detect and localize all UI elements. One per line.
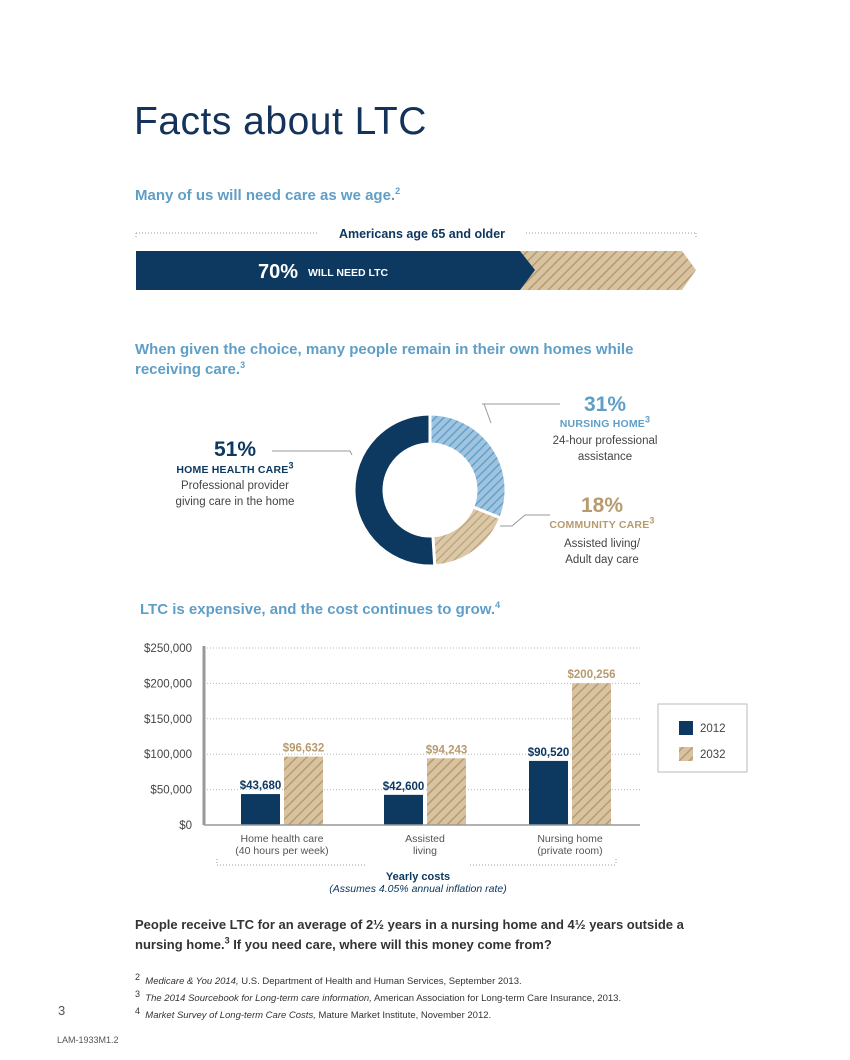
home-health-percent: 51% (213, 438, 257, 461)
legend-swatch-2012 (679, 721, 693, 735)
percent-value: 70% (258, 261, 298, 283)
nursing-leader (482, 403, 492, 424)
closing-line-2: nursing home.3 If you need care, where w… (135, 935, 552, 952)
document-code: LAM-1933M1.2 (57, 1035, 119, 1045)
x-tick-label: living (413, 845, 437, 857)
x-tick-label: (private room) (537, 845, 602, 857)
home-health-label: 51% HOME HEALTH CARE3 Professional provi… (160, 438, 310, 510)
home-health-slice (352, 412, 437, 568)
section1-heading: Many of us will need care as we age.2 (135, 186, 401, 205)
community-percent: 18% (580, 494, 624, 517)
closing-paragraph: People receive LTC for an average of 2½ … (135, 915, 735, 955)
bar-value-label: $90,520 (528, 747, 570, 759)
community-leader (500, 514, 550, 527)
community-name: COMMUNITY CARE3 (549, 515, 655, 531)
home-health-desc-1: Professional provider (180, 480, 290, 492)
bar-value-label: $94,243 (426, 744, 468, 756)
bar-2012-2 (529, 760, 568, 825)
y-tick-label: $250,000 (144, 643, 192, 655)
home-health-leader (272, 450, 353, 456)
legend-label-2012: 2012 (700, 723, 726, 735)
community-care-label: 18% COMMUNITY CARE3 Assisted living/ Adu… (527, 494, 677, 568)
footnote-3: 3 The 2014 Sourcebook for Long-term care… (135, 988, 622, 1004)
nursing-home-desc-1: 24-hour professional (552, 435, 658, 447)
x-tick-label: (40 hours per week) (235, 845, 328, 857)
closing-line-1: People receive LTC for an average of 2½ … (135, 917, 684, 932)
remaining-bar (510, 251, 696, 290)
page-number: 3 (58, 1003, 66, 1018)
legend-swatch-2032 (679, 747, 693, 761)
community-desc-2: Adult day care (565, 554, 639, 566)
home-health-name: HOME HEALTH CARE3 (176, 460, 294, 476)
x-tick-label: Home health care (241, 833, 324, 845)
legend (657, 703, 748, 773)
care-donut-chart (272, 403, 560, 568)
percent-label: WILL NEED LTC (308, 267, 389, 279)
page-title: Facts about LTC (134, 100, 427, 143)
x-tick-label: Assisted (405, 833, 445, 845)
section3-heading: LTC is expensive, and the cost continues… (140, 600, 501, 619)
nursing-home-name: NURSING HOME3 (559, 414, 651, 430)
bar-value-label: $96,632 (283, 743, 325, 755)
x-tick-label: Nursing home (537, 833, 603, 845)
community-desc-1: Assisted living/ (563, 538, 641, 550)
ltc-need-bar: Americans age 65 and older 70% WILL NEED… (135, 227, 697, 290)
x-axis-note: (Assumes 4.05% annual inflation rate) (329, 883, 506, 895)
cost-bar-chart: $0 $50,000 $100,000 $150,000 $200,000 $250,00… (144, 643, 748, 895)
nursing-home-label: 31% NURSING HOME3 24-hour professional a… (530, 393, 680, 465)
home-health-desc-2: giving care in the home (175, 496, 295, 508)
footnotes: 2 Medicare & You 2014, U.S. Department o… (135, 971, 755, 1023)
y-tick-label: $50,000 (150, 785, 192, 797)
bar-value-label: $42,600 (383, 781, 425, 793)
bar-value-label: $43,680 (240, 780, 282, 792)
nursing-home-percent: 31% (583, 393, 627, 416)
footnote-4: 4 Market Survey of Long-term Care Costs,… (135, 1005, 492, 1021)
y-tick-label: $0 (179, 820, 192, 832)
section2-heading: When given the choice, many people remai… (135, 341, 634, 378)
y-tick-label: $100,000 (144, 749, 192, 761)
bar-caption: Americans age 65 and older (339, 227, 505, 241)
community-care-slice (431, 504, 503, 568)
bar-2012-1 (384, 794, 423, 825)
nursing-home-slice (428, 412, 508, 520)
bar-2012-0 (241, 794, 280, 825)
bar-2032-2 (572, 683, 611, 825)
nursing-home-desc-2: assistance (577, 451, 633, 463)
legend-label-2032: 2032 (700, 749, 726, 761)
percent-bar (136, 251, 535, 290)
bar-2032-0 (284, 756, 323, 825)
bar-value-label: $200,256 (568, 669, 616, 681)
y-tick-label: $200,000 (144, 678, 192, 690)
x-axis-label: Yearly costs (386, 871, 450, 883)
y-tick-label: $150,000 (144, 714, 192, 726)
footnote-2: 2 Medicare & You 2014, U.S. Department o… (135, 971, 522, 987)
bar-2032-1 (427, 758, 466, 825)
